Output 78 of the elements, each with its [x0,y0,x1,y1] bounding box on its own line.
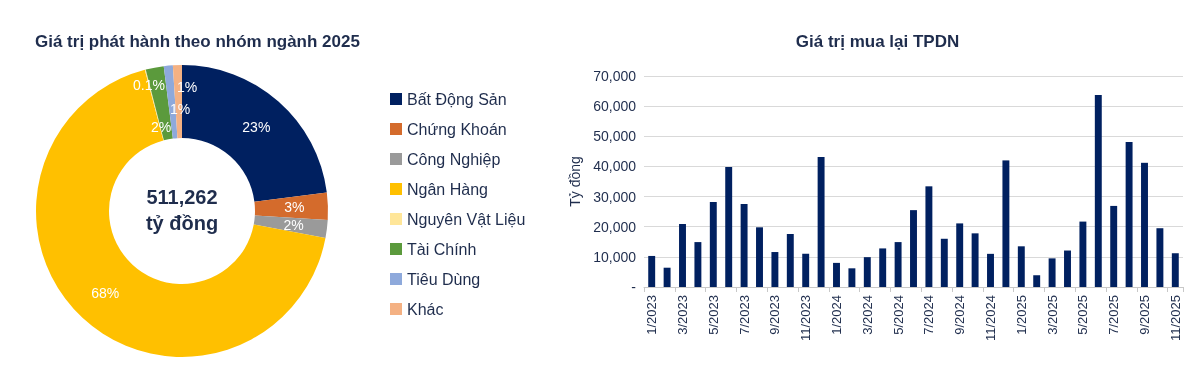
bar [925,186,933,287]
bar [848,268,856,287]
bar [1110,205,1118,287]
x-tick-label: 9/2025 [1137,295,1152,335]
x-tick-label: 3/2025 [1044,295,1060,335]
bar [1048,258,1056,287]
bar [940,238,948,287]
bar [786,233,794,287]
legend-label: Tiêu Dùng [407,270,481,288]
bar [740,204,748,287]
legend-label: Nguyên Vật Liệu [407,210,526,228]
bar [833,262,840,287]
legend-label: Công Nghiệp [407,150,501,168]
x-tick-label: 3/2023 [675,295,690,335]
bar [694,242,702,287]
bar [971,233,979,287]
legend-label: Ngân Hàng [407,180,488,198]
legend-label: Bất Động Sản [407,90,507,108]
text: 511,262 tỷ đồng [145,186,219,234]
bar [648,255,656,287]
bar [910,210,917,287]
legend-label: Tài Chính [407,240,477,258]
y-axis-title: Tỷ đồng [567,156,583,207]
bar [1156,228,1164,287]
y-tick-label: 30,000 [593,188,637,205]
x-tick-label: 7/2024 [921,295,937,335]
bar [709,202,717,287]
x-tick-label: 5/2023 [705,295,721,335]
bar [1171,253,1179,287]
bar [663,267,671,287]
x-tick-label: 9/2024 [952,295,968,335]
bar [1079,221,1087,287]
y-tick-label: 50,000 [593,128,637,145]
bar [1002,160,1010,287]
x-tick-label: 3/2024 [859,295,875,335]
x-tick-label: 7/2025 [1106,295,1122,335]
x-tick-label: 7/2023 [736,295,752,335]
bar [894,242,902,287]
x-tick-label: 1/2025 [1013,295,1029,335]
bar [1064,250,1071,287]
bar [725,167,733,287]
x-tick-label: 1/2024 [829,295,844,335]
chart-title: Giá trị mua lại TPDN [795,32,960,51]
bar [1017,246,1025,287]
y-tick-label: - [631,279,637,295]
x-tick-label: 9/2023 [767,295,783,335]
y-tick-label: 10,000 [593,248,637,265]
bar [679,224,686,287]
data-label: 1% [169,101,191,117]
y-tick-label: 60,000 [593,98,637,115]
data-label: 23% [242,118,271,135]
x-tick-label: 1/2023 [644,295,660,335]
bar [817,157,825,287]
data-label: 2% [283,216,304,233]
y-tick-label: 40,000 [593,158,637,175]
data-label: 3% [284,199,305,216]
bar [1125,142,1133,287]
y-tick-label: 70,000 [593,68,637,84]
bar [771,252,779,287]
chart-title: Giá trị phát hành theo nhóm ngành 2025 [35,32,360,51]
x-tick-label: 11/2023 [798,295,814,342]
bar [956,223,964,287]
x-tick-label: 11/2024 [983,295,998,342]
bar [879,248,887,287]
y-tick-label: 20,000 [593,218,637,235]
x-tick-label: 5/2024 [890,295,906,335]
x-tick-label: 11/2025 [1167,295,1183,342]
bar [1094,94,1102,287]
legend-label: Khác [407,300,444,318]
bar [1033,275,1041,287]
bar [1141,162,1148,287]
bar [756,227,763,287]
bar [802,253,810,287]
data-label: 68% [91,285,120,302]
x-tick-label: 5/2025 [1075,295,1091,335]
legend-label: Chứng Khoán [407,120,507,138]
bar [863,257,871,287]
bar [987,253,994,287]
